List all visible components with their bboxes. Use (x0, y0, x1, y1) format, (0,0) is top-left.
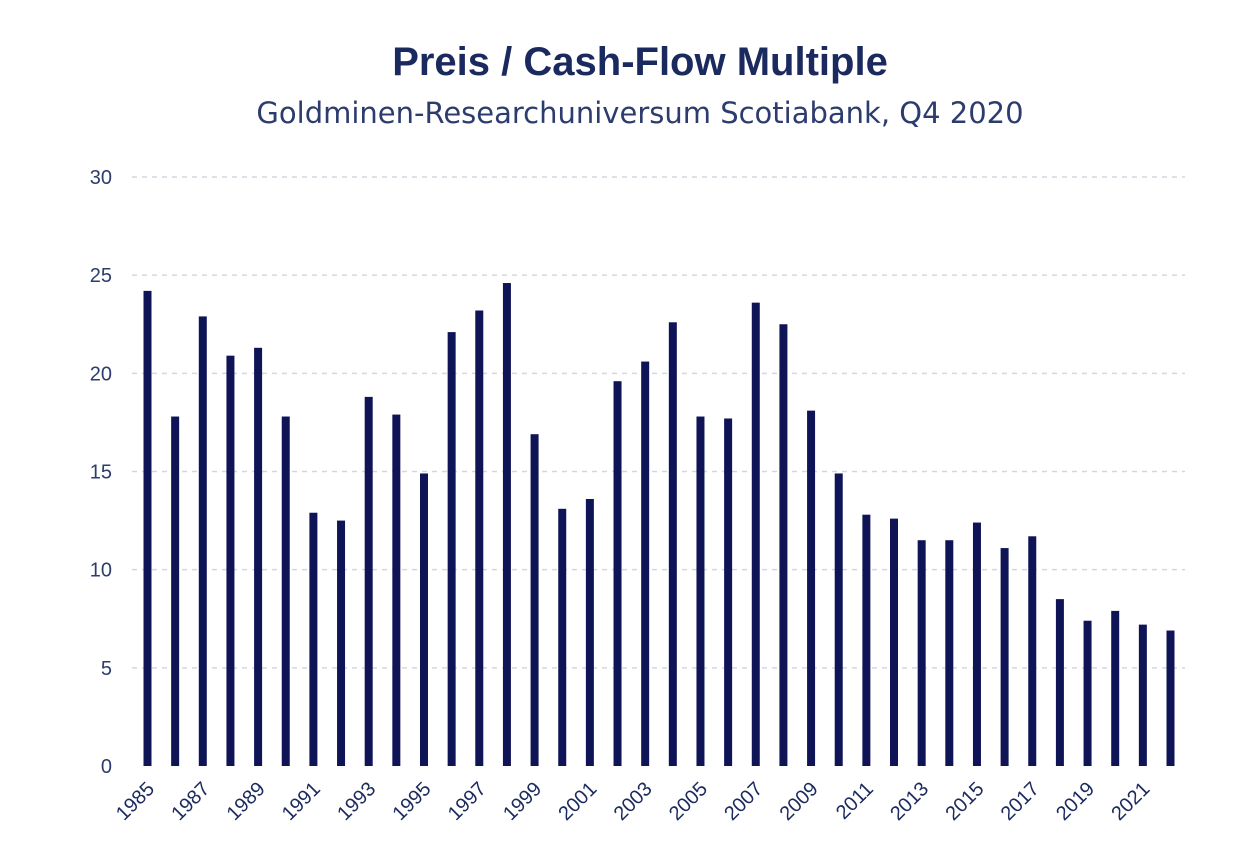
x-tick-label: 1997 (444, 778, 491, 825)
y-tick-label: 20 (90, 363, 112, 385)
bar-2002 (613, 381, 622, 766)
x-tick-label: 1987 (167, 778, 214, 825)
bar-2012 (890, 518, 899, 766)
x-tick-label: 1991 (278, 778, 325, 825)
bar-1987 (198, 316, 207, 766)
bar-1999 (530, 434, 539, 766)
bar-2013 (917, 540, 926, 766)
bar-1998 (502, 283, 511, 766)
bar-1986 (171, 416, 180, 766)
x-tick-label: 1993 (333, 778, 380, 825)
bar-1994 (392, 414, 401, 766)
bar-2004 (668, 322, 677, 766)
x-tick-label: 2001 (554, 778, 601, 825)
bar-2006 (724, 418, 733, 766)
bar-2009 (807, 410, 816, 766)
x-tick-label: 1999 (499, 778, 546, 825)
y-axis-ticks: 0 5 10 15 20 25 30 (90, 167, 112, 778)
bar-1991 (309, 512, 318, 766)
x-tick-label: 1985 (112, 778, 159, 825)
bar-2017 (1028, 536, 1037, 766)
bar-2008 (779, 324, 788, 766)
x-tick-label: 2003 (610, 778, 657, 825)
bar-2016 (1000, 548, 1009, 766)
bar-1992 (337, 520, 346, 766)
x-tick-label: 2009 (776, 778, 823, 825)
y-tick-label: 30 (90, 167, 112, 189)
bar-2015 (972, 522, 981, 766)
bar-2021 (1138, 624, 1147, 766)
x-tick-label: 2019 (1052, 778, 1099, 825)
y-tick-label: 10 (90, 560, 112, 582)
y-tick-label: 5 (101, 658, 112, 680)
x-tick-label: 2007 (720, 778, 767, 825)
bar-2011 (862, 514, 871, 766)
x-tick-label: 2013 (886, 778, 933, 825)
bar-2019 (1083, 620, 1092, 766)
x-tick-label: 2015 (941, 778, 988, 825)
bar-1989 (254, 347, 263, 766)
bar-2014 (945, 540, 954, 766)
x-tick-label: 2011 (832, 778, 878, 824)
bar-2007 (751, 302, 760, 766)
x-tick-label: 1989 (223, 778, 270, 825)
bar-2022 (1166, 630, 1175, 766)
x-tick-label: 2005 (665, 778, 712, 825)
bar-2018 (1055, 599, 1064, 766)
gridlines (132, 176, 1185, 669)
bar-1988 (226, 355, 235, 766)
bar-2001 (585, 498, 594, 766)
y-tick-label: 15 (90, 462, 112, 484)
bar-2003 (641, 361, 650, 766)
y-tick-label: 25 (90, 265, 112, 287)
bar-1997 (475, 310, 484, 766)
x-axis-ticks: 1985 1987 1989 1991 1993 1995 1997 1999 2001 2003… (112, 778, 1154, 825)
x-tick-label: 1995 (388, 778, 435, 825)
bar-2000 (558, 508, 567, 766)
bar-1996 (447, 332, 456, 766)
bar-1985 (143, 290, 152, 766)
bar-2005 (696, 416, 705, 766)
chart-title: Preis / Cash-Flow Multiple (392, 40, 888, 84)
y-tick-label: 0 (101, 756, 112, 778)
chart-subtitle: Goldminen-Researchuniversum Scotiabank, … (256, 96, 1024, 130)
bars (143, 283, 1175, 766)
bar-1995 (419, 473, 428, 766)
x-tick-label: 2017 (997, 778, 1044, 825)
x-tick-label: 2021 (1107, 778, 1154, 825)
bar-1993 (364, 396, 373, 766)
bar-1990 (281, 416, 290, 766)
bar-2020 (1111, 610, 1120, 766)
bar-2010 (834, 473, 843, 766)
